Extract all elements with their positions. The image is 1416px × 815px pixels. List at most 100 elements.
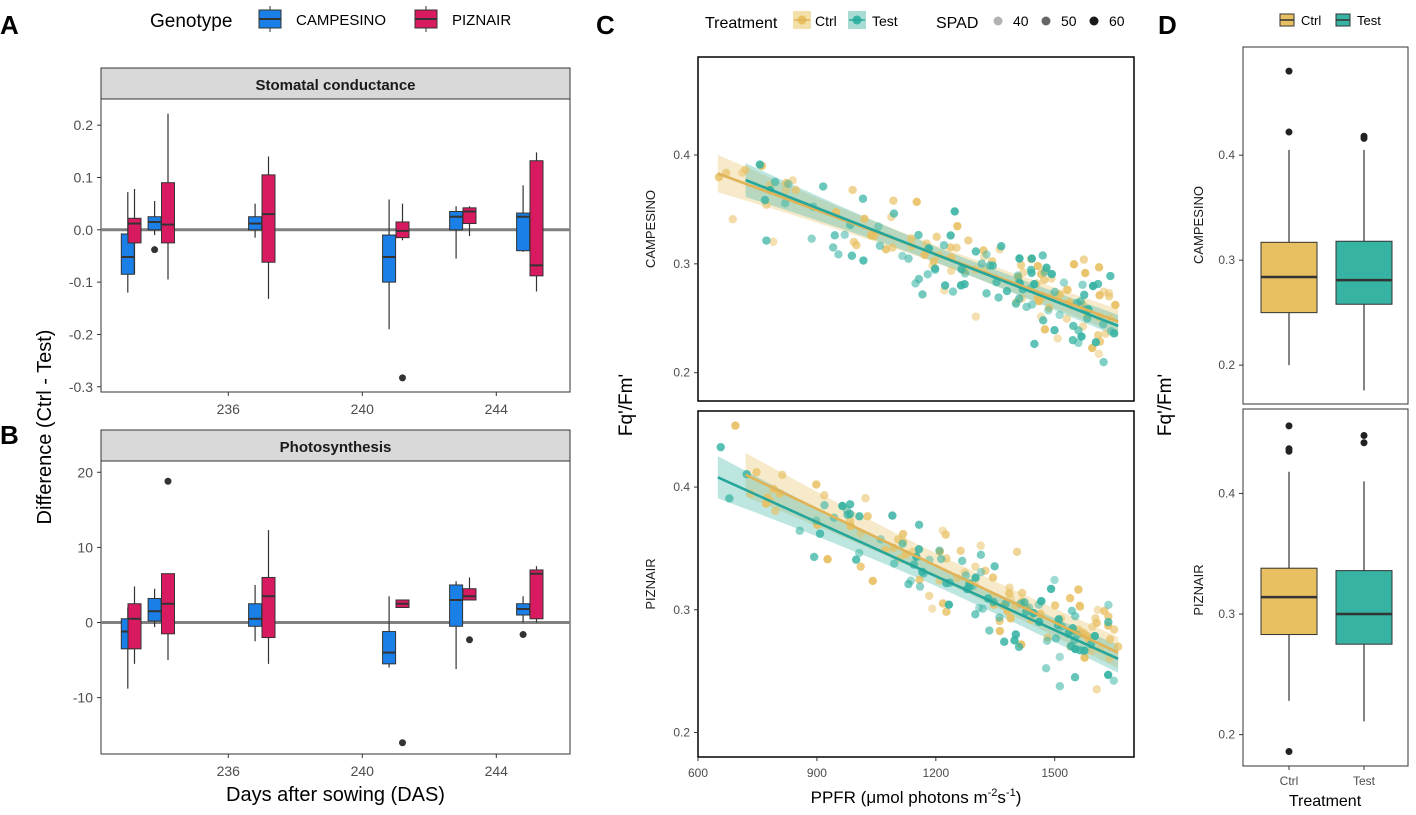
scatter-point-c bbox=[889, 559, 899, 568]
scatter-point-c bbox=[1055, 682, 1065, 691]
scatter-point-c bbox=[888, 511, 897, 520]
scatter-point-c bbox=[1051, 634, 1061, 643]
scatter-point-c bbox=[1042, 636, 1052, 646]
y-tick-label-a: 0.1 bbox=[74, 169, 94, 185]
scatter-point-c bbox=[838, 501, 847, 511]
scatter-point-c bbox=[930, 265, 940, 275]
scatter-point-c bbox=[1075, 601, 1084, 610]
scatter-point-c bbox=[1014, 642, 1024, 652]
outlier-d bbox=[1285, 445, 1293, 453]
scatter-point-c bbox=[1050, 575, 1059, 585]
legend-ctrl-label-d: Ctrl bbox=[1301, 13, 1321, 28]
scatter-point-c bbox=[942, 607, 951, 616]
box-b bbox=[248, 603, 263, 627]
outlier-d bbox=[1360, 132, 1368, 140]
scatter-point-c bbox=[809, 552, 819, 562]
scatter-point-c bbox=[1091, 338, 1101, 347]
scatter-point-c bbox=[1027, 268, 1036, 278]
scatter-point-c bbox=[1020, 598, 1029, 607]
scatter-point-c bbox=[946, 231, 955, 240]
scatter-point-c bbox=[1038, 316, 1048, 325]
genotype-legend-title: Genotype bbox=[150, 11, 232, 32]
box-a bbox=[382, 234, 397, 283]
scatter-point-c bbox=[1098, 320, 1108, 329]
x-axis-label-c-main: PPFR (μmol photons m bbox=[811, 788, 988, 807]
treatment-legend-c: Treatment Ctrl Test SPAD 40 50 60 bbox=[705, 11, 1125, 32]
outlier-b bbox=[519, 631, 527, 639]
box-a bbox=[516, 212, 531, 252]
scatter-point-c bbox=[914, 545, 924, 554]
scatter-point-c bbox=[1068, 335, 1078, 345]
scatter-point-c bbox=[1076, 297, 1085, 306]
outlier-d bbox=[1360, 432, 1368, 440]
scatter-point-c bbox=[1040, 268, 1049, 277]
scatter-point-c bbox=[956, 546, 965, 555]
scatter-point-c bbox=[1034, 295, 1043, 304]
y-tick-label-c: 0.3 bbox=[673, 603, 690, 617]
x-tick-label-c: 1200 bbox=[922, 766, 949, 780]
fit-line-c bbox=[717, 476, 1119, 661]
scatter-point-c bbox=[898, 539, 907, 548]
scatter-point-c bbox=[1069, 260, 1079, 269]
y-tick-label-d: 0.3 bbox=[1218, 607, 1235, 621]
scatter-point-c bbox=[898, 529, 908, 539]
x-axis-label-c-sup2: -1 bbox=[1006, 787, 1016, 799]
scatter-point-c bbox=[956, 281, 966, 290]
y-tick-label-a: 0.2 bbox=[74, 117, 94, 133]
scatter-point-c bbox=[1090, 631, 1100, 641]
scatter-point-c bbox=[1081, 268, 1090, 278]
y-tick-label-b: 0 bbox=[85, 615, 93, 631]
scatter-point-c bbox=[1093, 605, 1103, 615]
treatment-legend-title: Treatment bbox=[705, 15, 778, 32]
spad-legend-dot-60 bbox=[1089, 16, 1099, 26]
scatter-point-c bbox=[1010, 636, 1019, 645]
y-axis-label-ab: Difference (Ctrl - Test) bbox=[34, 330, 56, 525]
scatter-point-c bbox=[1000, 637, 1009, 646]
box-d bbox=[1260, 567, 1318, 636]
genotype-legend-label-piznair: PIZNAIR bbox=[452, 12, 511, 29]
scatter-point-c bbox=[1050, 326, 1059, 335]
scatter-point-c bbox=[778, 470, 787, 480]
scatter-point-c bbox=[788, 176, 797, 185]
x-tick-label-a: 244 bbox=[485, 401, 509, 417]
scatter-point-c bbox=[971, 573, 980, 582]
x-tick-label-a: 240 bbox=[351, 401, 375, 417]
y-axis-label-c: Fq'/Fm' bbox=[616, 374, 637, 436]
y-tick-label-b: 20 bbox=[77, 464, 93, 480]
scatter-point-c bbox=[741, 165, 750, 175]
scatter-point-c bbox=[1104, 617, 1113, 627]
scatter-point-c bbox=[914, 230, 923, 240]
scatter-point-c bbox=[1109, 676, 1118, 685]
scatter-point-c bbox=[1050, 287, 1059, 297]
scatter-point-c bbox=[1104, 600, 1113, 610]
scatter-point-c bbox=[1013, 271, 1023, 280]
scatter-point-c bbox=[1047, 269, 1057, 279]
scatter-point-c bbox=[907, 234, 916, 243]
genotype-legend: Genotype CAMPESINO PIZNAIR bbox=[150, 6, 511, 32]
scatter-point-c bbox=[1100, 606, 1109, 616]
scatter-point-c bbox=[815, 529, 825, 538]
scatter-point-c bbox=[1055, 310, 1064, 320]
scatter-point-c bbox=[1065, 594, 1075, 603]
scatter-point-c bbox=[898, 251, 907, 261]
panel-a-marks: 0.2 0.1 0.0 -0.1 -0.2 -0.3 236 240 244 bbox=[69, 113, 570, 417]
y-tick-label-b: -10 bbox=[73, 690, 93, 706]
scatter-point-c bbox=[731, 421, 740, 430]
scatter-point-c bbox=[976, 541, 985, 550]
scatter-point-c bbox=[1105, 635, 1115, 644]
scatter-point-c bbox=[888, 243, 897, 252]
scatter-point-c bbox=[1070, 673, 1080, 682]
scatter-point-c bbox=[979, 246, 988, 255]
y-tick-label-a: -0.2 bbox=[69, 326, 93, 342]
scatter-point-c bbox=[939, 241, 949, 250]
scatter-point-c bbox=[861, 494, 870, 503]
scatter-point-c bbox=[923, 270, 932, 279]
scatter-point-c bbox=[976, 550, 986, 559]
scatter-point-c bbox=[1092, 685, 1101, 694]
scatter-point-c bbox=[995, 626, 1005, 636]
outlier-d bbox=[1285, 422, 1293, 430]
scatter-point-c bbox=[848, 185, 857, 195]
scatter-point-c bbox=[1041, 664, 1051, 673]
scatter-point-c bbox=[889, 196, 898, 205]
